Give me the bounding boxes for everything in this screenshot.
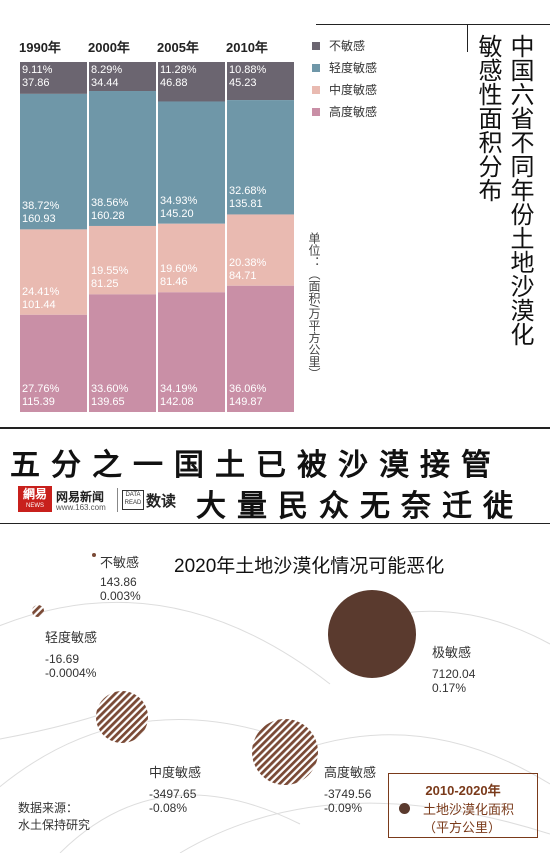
bar-label-2-0: 11.28% 46.88 bbox=[160, 64, 197, 89]
bar-segment-1-1 bbox=[89, 91, 156, 226]
data-source: 数据来源： 水土保持研究 bbox=[18, 801, 91, 832]
divider-top bbox=[0, 427, 550, 429]
banner-headline-1: 五分之一国土已被沙漠接管 bbox=[10, 449, 502, 482]
divider-bottom bbox=[0, 523, 550, 524]
netease-logo: 網易 NEWS bbox=[18, 486, 52, 512]
bar-segment-2-1 bbox=[158, 101, 225, 224]
legend-swatch bbox=[312, 107, 320, 116]
bar-segment-2-2 bbox=[158, 223, 225, 293]
brand-name: 网易新闻 bbox=[56, 490, 105, 504]
bar-segment-2-3 bbox=[158, 292, 225, 412]
legend-label: 中度敏感 bbox=[329, 83, 378, 97]
chart-title-column-1: 中国六省不同年份土地沙漠化 bbox=[506, 34, 533, 346]
year-label-1: 2000年 bbox=[88, 40, 130, 55]
bubble-light bbox=[32, 605, 44, 617]
bar-label-0-0: 9.11% 37.86 bbox=[22, 64, 53, 89]
bar-segment-0-3 bbox=[20, 314, 87, 412]
legend-label: 不敏感 bbox=[329, 39, 366, 53]
bar-label-0-2: 24.41% 101.44 bbox=[22, 285, 60, 311]
unit-label: 单位：（面积/万平方公里） bbox=[307, 232, 321, 380]
legend-item-0: 不敏感 bbox=[312, 37, 365, 54]
bar-segment-0-1 bbox=[20, 93, 87, 230]
bubble-label-high: 高度敏感 -3749.56 -0.09% bbox=[324, 765, 377, 815]
bar-label-0-1: 38.72% 160.93 bbox=[22, 200, 60, 226]
bubble-chart-canvas bbox=[0, 553, 550, 853]
bubble-label-not-sensitive: 不敏感 143.86 0.003% bbox=[100, 555, 141, 603]
bubble-label-medium: 中度敏感 -3497.65 -0.08% bbox=[149, 765, 202, 815]
bubble-legend-box: 2010-2020年 土地沙漠化面积 （平方公里） bbox=[388, 773, 538, 838]
bar-segment-3-3 bbox=[227, 285, 294, 412]
brand-separator bbox=[117, 488, 118, 512]
legend-item-3: 高度敏感 bbox=[312, 103, 377, 120]
year-label-3: 2010年 bbox=[226, 40, 268, 55]
bar-segment-1-0 bbox=[89, 62, 156, 92]
legend-label: 高度敏感 bbox=[329, 105, 378, 119]
bar-label-3-2: 20.38% 84.71 bbox=[229, 256, 267, 282]
bar-label-0-3: 27.76% 115.39 bbox=[22, 383, 60, 408]
year-label-2: 2005年 bbox=[157, 40, 199, 55]
bar-label-1-1: 38.56% 160.28 bbox=[91, 196, 129, 222]
banner-headline-2: 大量民众无奈迁徙 bbox=[196, 490, 524, 523]
legend-label: 轻度敏感 bbox=[329, 61, 378, 75]
legend-swatch bbox=[312, 63, 320, 72]
bubble-chart-title: 2020年土地沙漠化情况可能恶化 bbox=[174, 556, 445, 577]
bar-segment-1-3 bbox=[89, 294, 156, 412]
data-read-label: 数读 bbox=[146, 493, 177, 510]
legend-dot-icon bbox=[399, 803, 410, 814]
bubble-label-extreme: 极敏感 7120.04 0.17% bbox=[432, 645, 476, 695]
legend-item-1: 轻度敏感 bbox=[312, 59, 377, 76]
bar-label-1-3: 33.60% 139.65 bbox=[91, 383, 129, 408]
bar-segment-3-0 bbox=[227, 62, 294, 101]
title-rule-vertical bbox=[467, 24, 468, 52]
bar-label-3-1: 32.68% 135.81 bbox=[229, 185, 267, 211]
bubble-extreme bbox=[328, 590, 416, 678]
bar-segment-1-2 bbox=[89, 225, 156, 295]
legend-swatch bbox=[312, 41, 320, 50]
bar-label-2-1: 34.93% 145.20 bbox=[160, 194, 198, 220]
bar-segment-3-2 bbox=[227, 214, 294, 286]
bar-label-1-2: 19.55% 81.25 bbox=[91, 265, 129, 291]
bubble-not-sensitive bbox=[92, 553, 96, 557]
legend-item-2: 中度敏感 bbox=[312, 81, 377, 98]
data-read-icon: DATA READ bbox=[122, 490, 144, 510]
bar-label-2-2: 19.60% 81.46 bbox=[160, 263, 198, 289]
bar-label-3-3: 36.06% 149.87 bbox=[229, 383, 267, 408]
legend-swatch bbox=[312, 85, 320, 94]
brand-url: www.163.com bbox=[56, 503, 106, 512]
bar-label-1-0: 8.29% 34.44 bbox=[91, 64, 123, 89]
bar-segment-0-0 bbox=[20, 62, 87, 94]
bubble-high bbox=[252, 719, 318, 785]
bubble-medium bbox=[96, 691, 148, 743]
bar-segment-2-0 bbox=[158, 62, 225, 102]
bar-segment-0-2 bbox=[20, 229, 87, 315]
bar-label-2-3: 34.19% 142.08 bbox=[160, 383, 198, 408]
bubble-label-light: 轻度敏感 -16.69 -0.0004% bbox=[45, 630, 98, 680]
bar-chart-canvas bbox=[20, 62, 294, 412]
chart-title-column-2: 敏感性面积分布 bbox=[474, 34, 501, 202]
year-label-0: 1990年 bbox=[19, 40, 61, 55]
bar-label-3-0: 10.88% 45.23 bbox=[229, 64, 267, 89]
bar-segment-3-1 bbox=[227, 100, 294, 215]
title-rule bbox=[316, 24, 550, 25]
